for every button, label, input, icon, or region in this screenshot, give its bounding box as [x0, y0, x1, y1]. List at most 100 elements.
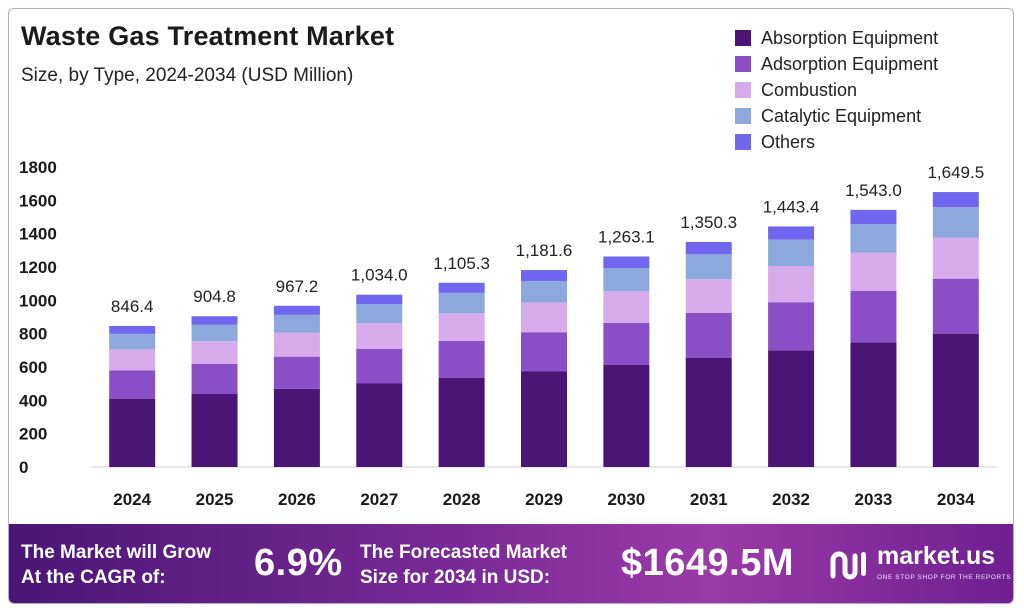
- y-tick-label: 1400: [19, 225, 57, 244]
- cagr-caption-line-2: At the CAGR of:: [21, 567, 166, 588]
- bar-segment: [191, 324, 238, 342]
- legend-label: Others: [761, 131, 816, 152]
- bar-segment: [685, 313, 732, 358]
- legend-swatch: [735, 134, 751, 150]
- bar-segment: [768, 239, 815, 266]
- bar-segment: [603, 322, 650, 365]
- forecast-caption-line-2: Size for 2034 in USD:: [360, 567, 551, 588]
- x-tick-label: 2029: [525, 490, 563, 509]
- bar-segment: [438, 282, 485, 293]
- logo-text: market.us: [877, 542, 996, 570]
- x-tick-label: 2024: [113, 490, 151, 509]
- bar-total-label: 1,105.3: [433, 254, 490, 273]
- legend-label: Absorption Equipment: [761, 27, 939, 48]
- bar-total-label: 1,034.0: [351, 266, 408, 285]
- y-tick-label: 1600: [19, 191, 57, 210]
- bar-segment: [685, 279, 732, 313]
- legend-item: Absorption Equipment: [735, 25, 938, 51]
- bar-segment: [850, 342, 897, 467]
- bar-segment: [850, 252, 897, 291]
- y-tick-label: 0: [19, 458, 28, 477]
- market-us-logo-icon: [830, 551, 866, 580]
- bar-segment: [932, 192, 979, 208]
- legend-item: Catalytic Equipment: [735, 103, 938, 129]
- bar-segment: [438, 313, 485, 341]
- y-tick-label: 1000: [19, 291, 57, 310]
- bar-total-label: 904.8: [193, 287, 236, 306]
- bar-segment: [191, 394, 238, 467]
- bar-segment: [356, 349, 403, 384]
- bar-segment: [603, 365, 650, 467]
- bar-segment: [932, 278, 979, 334]
- bar-segment: [768, 302, 815, 351]
- chart-frame: Waste Gas Treatment Market Size, by Type…: [8, 8, 1014, 604]
- legend-swatch: [735, 30, 751, 46]
- bar-segment: [273, 388, 320, 467]
- legend-label: Combustion: [761, 79, 858, 100]
- bar-segment: [932, 237, 979, 279]
- bar-total-label: 1,443.4: [763, 197, 820, 216]
- x-tick-label: 2030: [607, 490, 645, 509]
- bar-segment: [273, 332, 320, 357]
- bar-total-label: 1,263.1: [598, 227, 655, 246]
- bar-segment: [109, 349, 156, 371]
- bar-total-label: 846.4: [111, 297, 154, 316]
- footer-banner: The Market will Grow At the CAGR of: 6.9…: [9, 524, 1013, 603]
- bar-segment: [273, 356, 320, 389]
- x-tick-label: 2031: [690, 490, 728, 509]
- bar-segment: [273, 314, 320, 333]
- x-tick-label: 2034: [937, 490, 975, 509]
- bar-segment: [521, 270, 567, 281]
- x-tick-label: 2027: [360, 490, 398, 509]
- bar-segment: [685, 241, 732, 255]
- y-tick-label: 600: [19, 358, 47, 377]
- bar-segment: [356, 323, 403, 349]
- bar-segment: [521, 302, 567, 333]
- bar-segment: [685, 254, 732, 280]
- legend: Absorption Equipment Adsorption Equipment…: [735, 25, 938, 155]
- cagr-caption-line-1: The Market will Grow: [21, 542, 212, 563]
- bar-segment: [850, 209, 897, 225]
- forecast-caption-line-1: The Forecasted Market: [360, 542, 567, 563]
- legend-swatch: [735, 82, 751, 98]
- chart-subtitle: Size, by Type, 2024-2034 (USD Million): [21, 65, 354, 86]
- chart-title: Waste Gas Treatment Market: [21, 21, 395, 51]
- bar-segment: [685, 358, 732, 467]
- bar-segment: [356, 304, 403, 324]
- y-tick-label: 1800: [19, 158, 57, 177]
- bar-segment: [356, 294, 403, 305]
- x-tick-label: 2032: [772, 490, 810, 509]
- bar-total-label: 1,649.5: [927, 163, 984, 182]
- bar-segment: [768, 226, 815, 240]
- bar-segment: [191, 363, 238, 394]
- cagr-caption: The Market will Grow At the CAGR of:: [21, 540, 211, 590]
- logo-tagline: ONE STOP SHOP FOR THE REPORTS: [877, 574, 1012, 581]
- bar-segment: [521, 371, 567, 467]
- y-tick-label: 200: [19, 425, 47, 444]
- legend-swatch: [735, 108, 751, 124]
- bar-segment: [603, 256, 650, 269]
- bar-segment: [109, 325, 156, 334]
- x-tick-label: 2025: [196, 490, 234, 509]
- bar-segment: [109, 398, 156, 467]
- bar-segment: [850, 224, 897, 253]
- forecast-caption: The Forecasted Market Size for 2034 in U…: [360, 540, 567, 590]
- bar-segment: [438, 377, 485, 467]
- bar-segment: [109, 370, 156, 399]
- bar-segment: [191, 341, 238, 364]
- y-tick-label: 800: [19, 325, 47, 344]
- bar-segment: [521, 281, 567, 303]
- bar-total-label: 1,181.6: [516, 241, 573, 260]
- bar-total-label: 1,543.0: [845, 181, 902, 200]
- forecast-value: $1649.5M: [621, 542, 795, 584]
- bar-segment: [932, 207, 979, 238]
- legend-label: Catalytic Equipment: [761, 105, 922, 126]
- legend-item: Adsorption Equipment: [735, 51, 938, 77]
- stacked-bar-chart: 0 200 400 600 800 1000 1200 1400 1600 1800 846.4 20…: [19, 158, 997, 509]
- bar-total-label: 967.2: [276, 277, 319, 296]
- y-tick-label: 1200: [19, 258, 57, 277]
- legend-item: Others: [735, 129, 938, 155]
- bar-segment: [603, 268, 650, 292]
- bar-segment: [438, 292, 485, 314]
- bar-segment: [850, 291, 897, 343]
